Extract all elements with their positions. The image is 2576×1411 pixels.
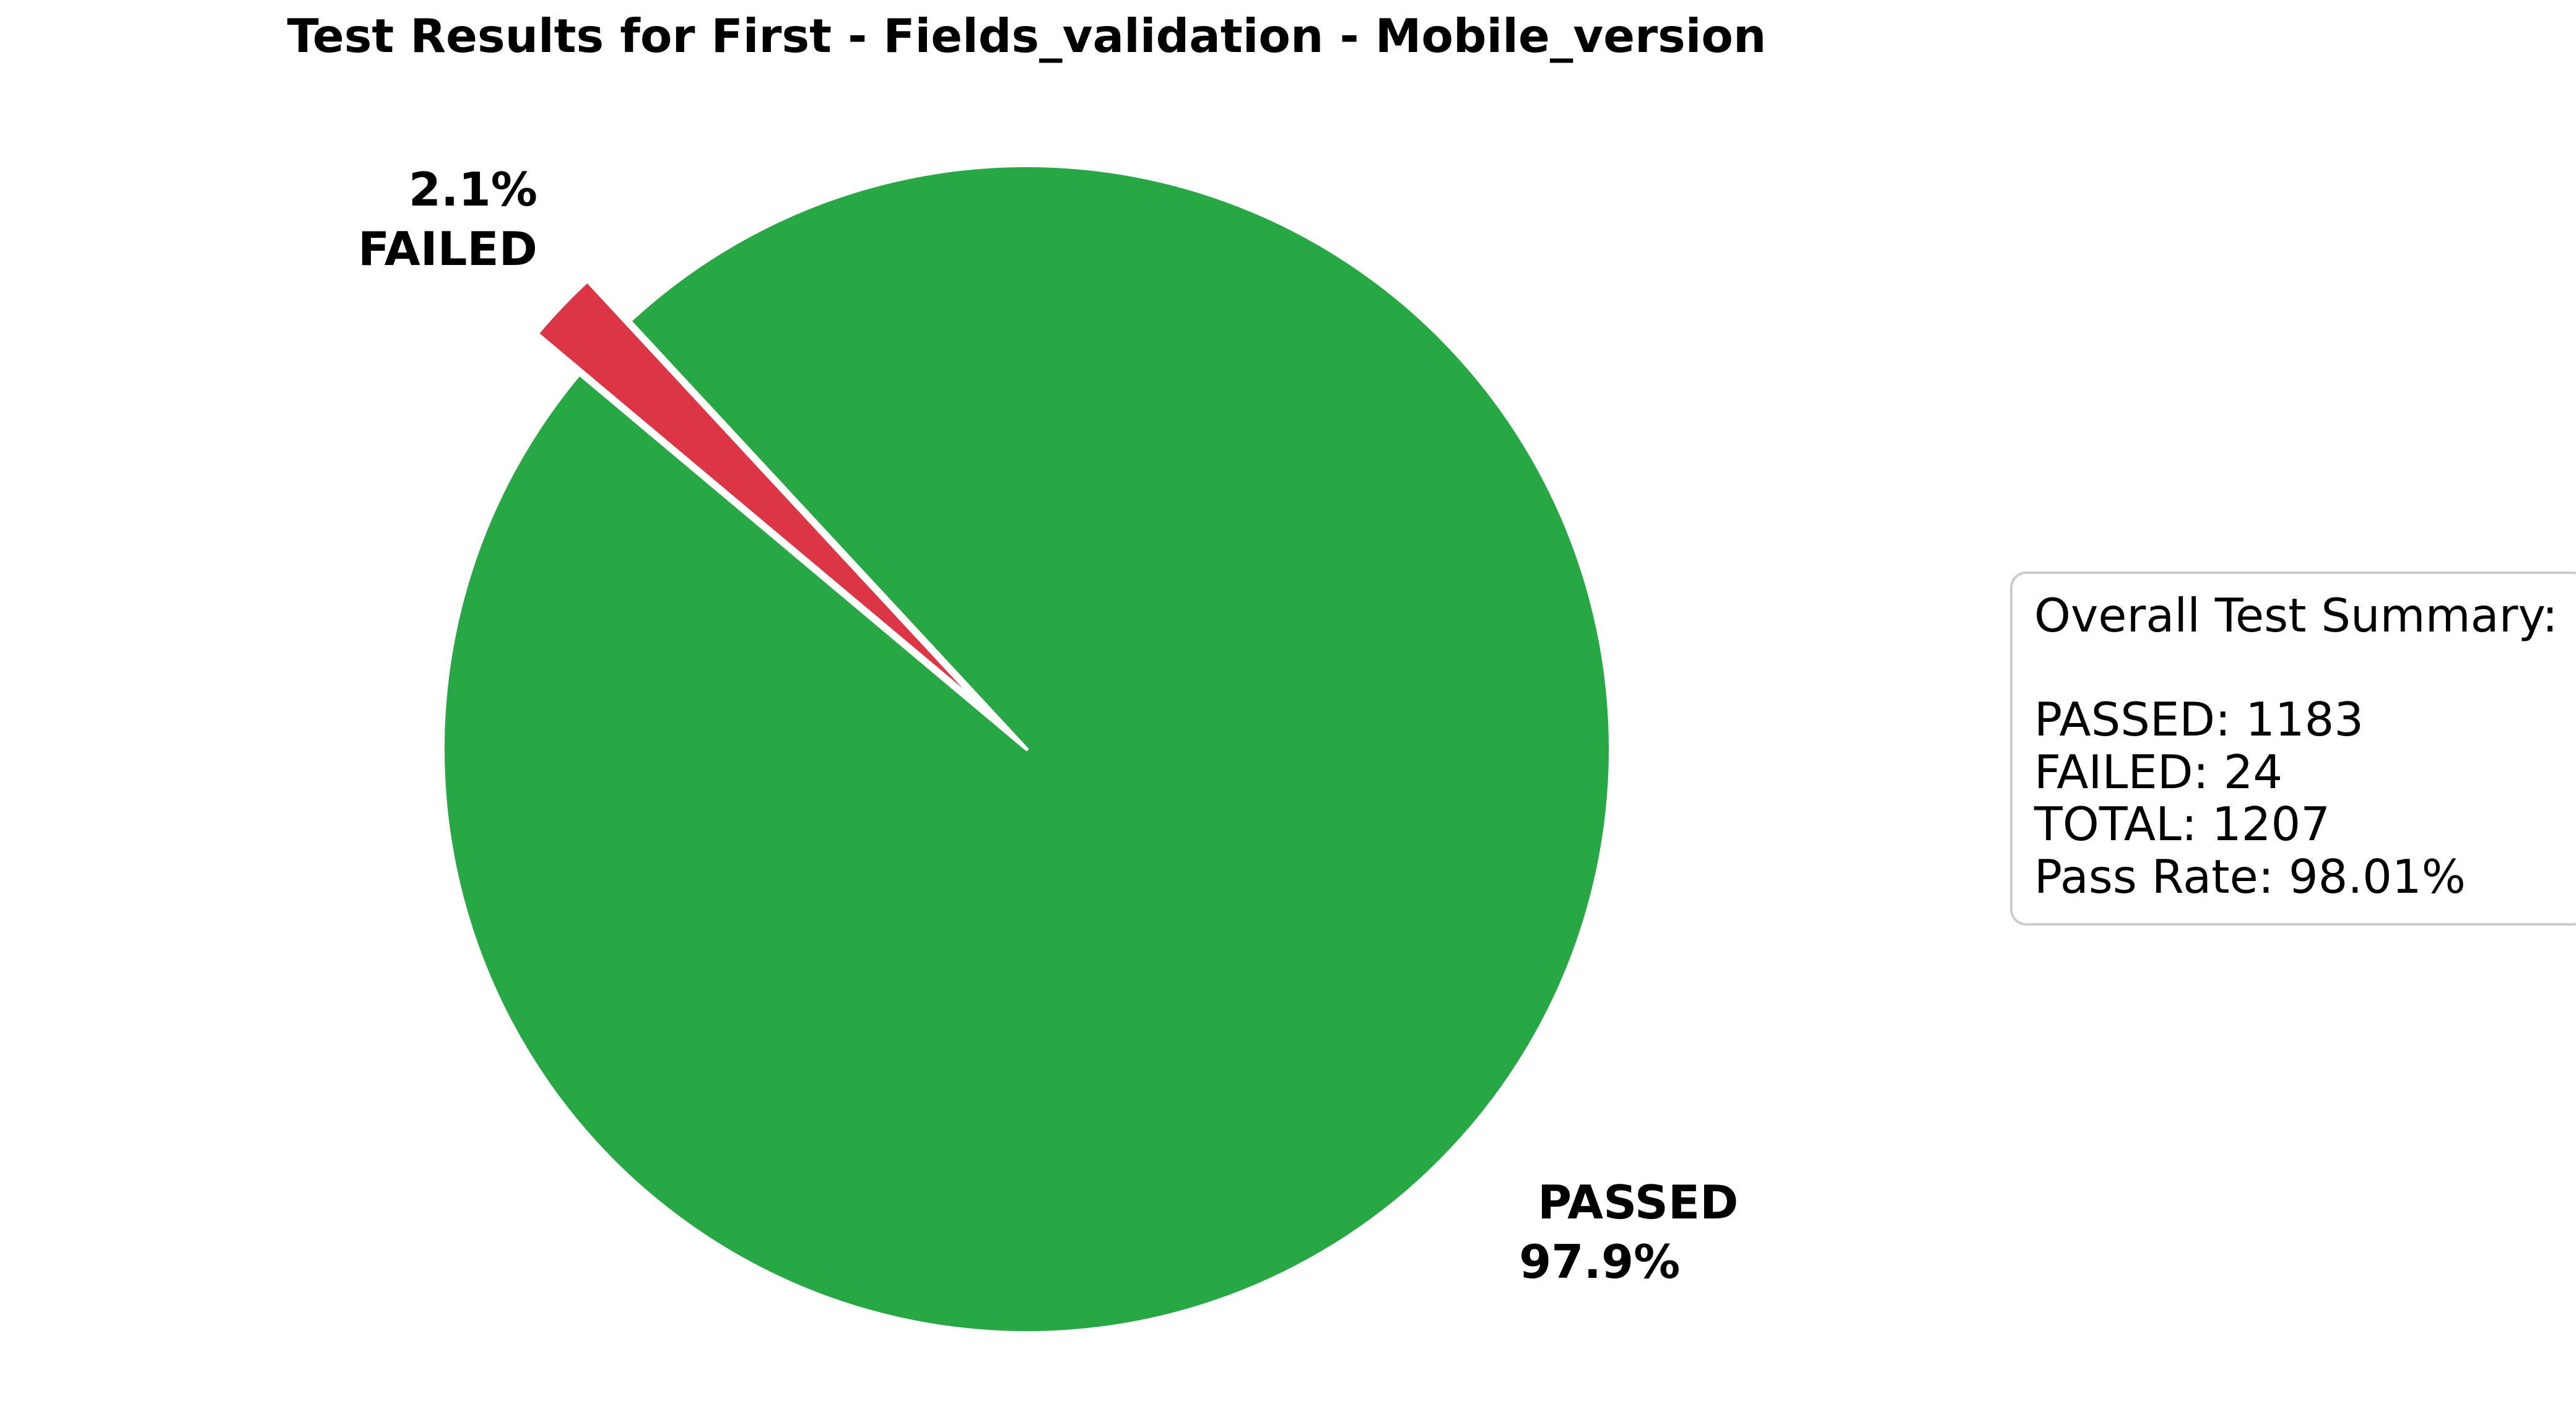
pie-slices (441, 163, 1612, 1335)
summary-line-passed: PASSED: 1183 (2034, 692, 2364, 747)
pie-slice-failed (535, 279, 986, 711)
slice-label-passed-percent: 97.9% (1519, 1235, 1680, 1289)
slice-label-failed-name: FAILED (358, 222, 537, 276)
summary-heading: Overall Test Summary: (2034, 588, 2558, 643)
summary-line-failed: FAILED: 24 (2034, 745, 2282, 799)
slice-label-passed-name: PASSED (1538, 1175, 1738, 1230)
summary-box: Overall Test Summary: PASSED: 1183 FAILE… (2010, 571, 2576, 926)
pie-slice-passed (441, 163, 1612, 1335)
summary-line-pass-rate: Pass Rate: 98.01% (2034, 849, 2466, 904)
chart-title: Test Results for First - Fields_validati… (287, 9, 1767, 63)
slice-label-failed-percent: 2.1% (409, 162, 537, 217)
summary-box-frame (2010, 571, 2576, 926)
summary-line-total: TOTAL: 1207 (2034, 797, 2330, 851)
